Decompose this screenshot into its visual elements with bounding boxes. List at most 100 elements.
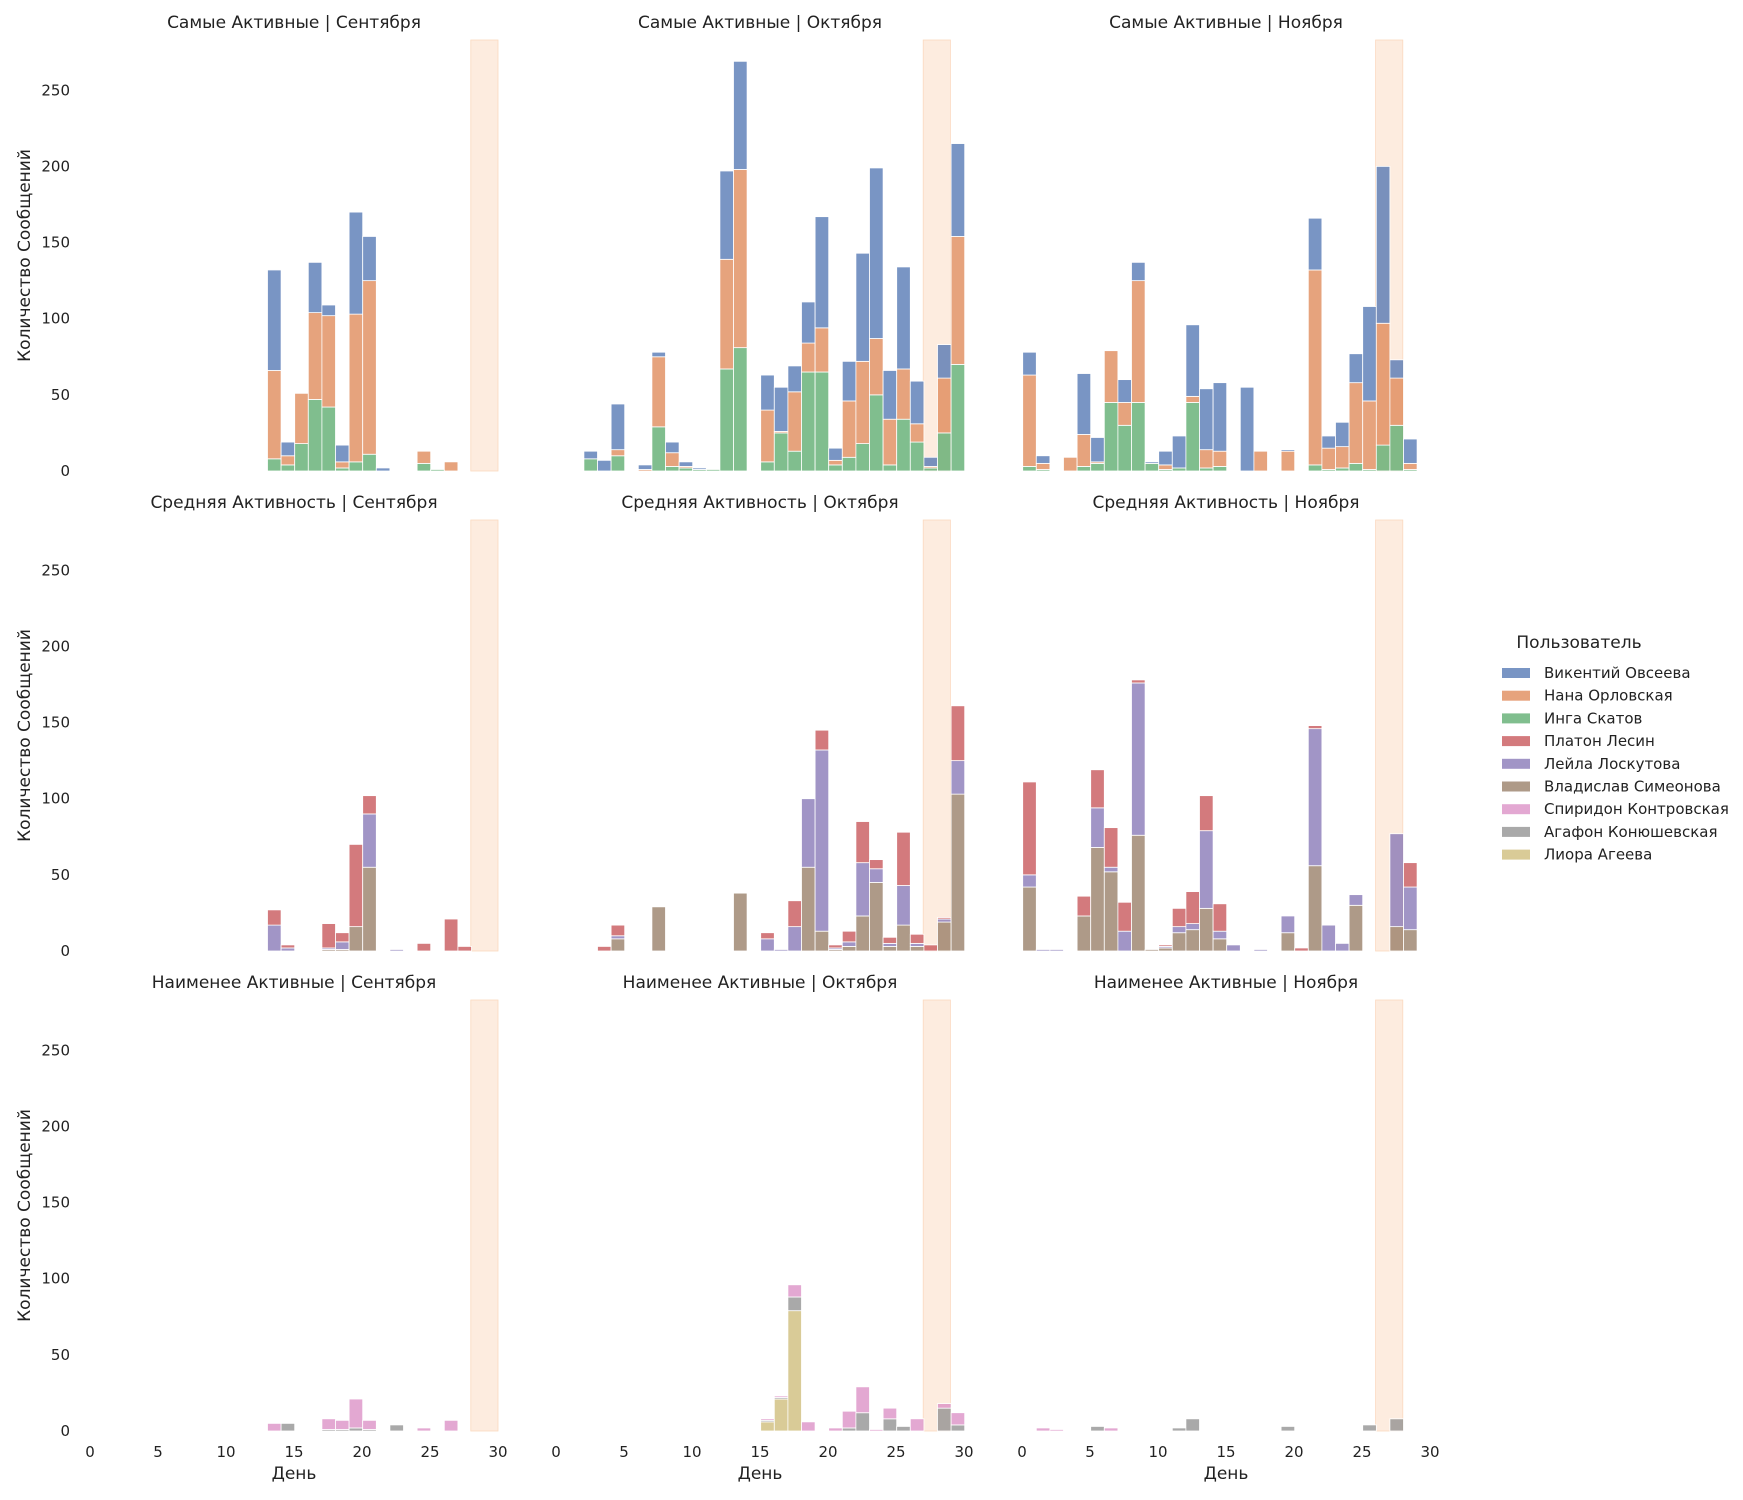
bar-segment <box>896 924 911 952</box>
bar-segment <box>814 327 830 373</box>
bar-segment <box>787 926 802 952</box>
legend-swatch <box>1502 736 1530 747</box>
bar-segment <box>841 930 857 943</box>
bar-segment <box>896 831 911 886</box>
bar-segment <box>1348 462 1364 472</box>
bar-segment <box>1335 446 1350 469</box>
bar-segment <box>814 930 830 952</box>
bar-segment <box>1389 424 1404 472</box>
bar-segment <box>1335 942 1350 952</box>
bar-segment <box>773 386 789 432</box>
bar-segment <box>610 449 626 457</box>
bar-segment <box>597 459 612 472</box>
bar-segment <box>855 443 870 472</box>
legend-entry: Агафон Конюшевская <box>1544 823 1718 841</box>
x-tick-label: 25 <box>1352 1443 1371 1461</box>
bar-segment <box>801 866 816 952</box>
bar-segment <box>937 1407 952 1432</box>
bar-segment <box>1403 886 1418 931</box>
bar-segment <box>1253 949 1268 952</box>
bar-segment <box>896 1426 911 1432</box>
bar-segment <box>1375 166 1391 324</box>
x-tick-label: 20 <box>1284 1443 1303 1461</box>
legend-swatch <box>1502 826 1530 837</box>
bar-segment <box>416 450 432 464</box>
bar-segment <box>443 1419 459 1432</box>
bar-segment <box>1035 455 1051 464</box>
bar-segment <box>1212 382 1228 452</box>
bar-segment <box>1131 834 1146 952</box>
bar-segment <box>801 371 816 472</box>
bar-segment <box>280 947 296 952</box>
x-tick-label: 5 <box>1085 1443 1095 1461</box>
bar-segment <box>1035 949 1051 952</box>
bar-segment <box>1171 467 1187 472</box>
bar-segment <box>787 1296 802 1312</box>
bar-segment <box>651 351 666 358</box>
bar-segment <box>814 216 830 329</box>
x-tick-label: 5 <box>619 1443 629 1461</box>
bar-segment <box>1076 895 1092 917</box>
bar-segment <box>280 464 296 472</box>
bar-segment <box>362 1419 377 1430</box>
bar-segment <box>882 936 898 944</box>
bar-segment <box>882 464 898 472</box>
y-tick-label: 100 <box>41 1270 70 1288</box>
bar-segment <box>787 1284 802 1298</box>
bar-segment <box>1144 462 1160 472</box>
x-tick-label: 5 <box>153 1443 163 1461</box>
bar-segment <box>760 409 775 463</box>
bar-segment <box>335 467 350 472</box>
bar-segment <box>950 236 966 365</box>
bar-segment <box>1403 929 1418 952</box>
bar-segment <box>1307 725 1323 730</box>
bar-segment <box>869 167 884 339</box>
bar-segment <box>1185 1418 1200 1432</box>
bar-segment <box>733 892 748 952</box>
bar-segment <box>294 443 309 472</box>
bar-segment <box>760 938 775 952</box>
bar-segment <box>787 391 802 452</box>
bar-segment <box>1103 350 1119 403</box>
bar-segment <box>1280 932 1296 952</box>
y-tick-label: 250 <box>41 81 70 99</box>
legend-swatch <box>1502 849 1530 860</box>
bar-segment <box>1090 847 1105 952</box>
bar-segment <box>280 455 296 466</box>
bar-segment <box>1253 450 1268 472</box>
x-tick-label: 25 <box>420 1443 439 1461</box>
bar-segment <box>1307 728 1323 867</box>
bar-segment <box>1226 944 1241 952</box>
bar-segment <box>923 944 938 952</box>
highlight-band <box>470 39 499 472</box>
x-tick-label: 0 <box>85 1443 95 1461</box>
bar-segment <box>348 1427 364 1432</box>
bar-segment <box>909 946 925 952</box>
bar-segment <box>855 821 870 864</box>
bar-segment <box>937 1403 952 1409</box>
bar-segment <box>1103 1427 1119 1432</box>
bar-segment <box>719 258 734 370</box>
bar-segment <box>1321 447 1336 470</box>
bar-segment <box>950 363 966 472</box>
bar-segment <box>869 338 884 396</box>
legend-entry: Платон Лесин <box>1544 732 1655 750</box>
legend-entry: Лейла Лоскутова <box>1544 755 1680 773</box>
bar-segment <box>1171 907 1187 928</box>
y-tick-label: 200 <box>41 157 70 175</box>
bar-segment <box>307 261 323 314</box>
bar-segment <box>267 1422 282 1432</box>
highlight-band <box>470 999 499 1432</box>
panel-2-2: Наименее Активные | Ноября 0 5 10 15 20 25 30 Де… <box>1017 973 1439 1484</box>
bar-segment <box>1403 862 1418 888</box>
bar-segment <box>787 1310 802 1432</box>
bar-segment <box>1090 437 1105 463</box>
bar-segment <box>801 1421 816 1432</box>
bar-segment <box>280 944 296 949</box>
legend-entry: Нана Орловская <box>1544 687 1673 705</box>
bar-segment <box>597 946 612 952</box>
panels: Самые Активные | Сентября050100150200250… <box>15 13 1440 1484</box>
y-tick-label: 150 <box>41 234 70 252</box>
bar-segment <box>841 400 857 458</box>
panel-1-1: Средняя Активность | Октября <box>597 493 966 952</box>
